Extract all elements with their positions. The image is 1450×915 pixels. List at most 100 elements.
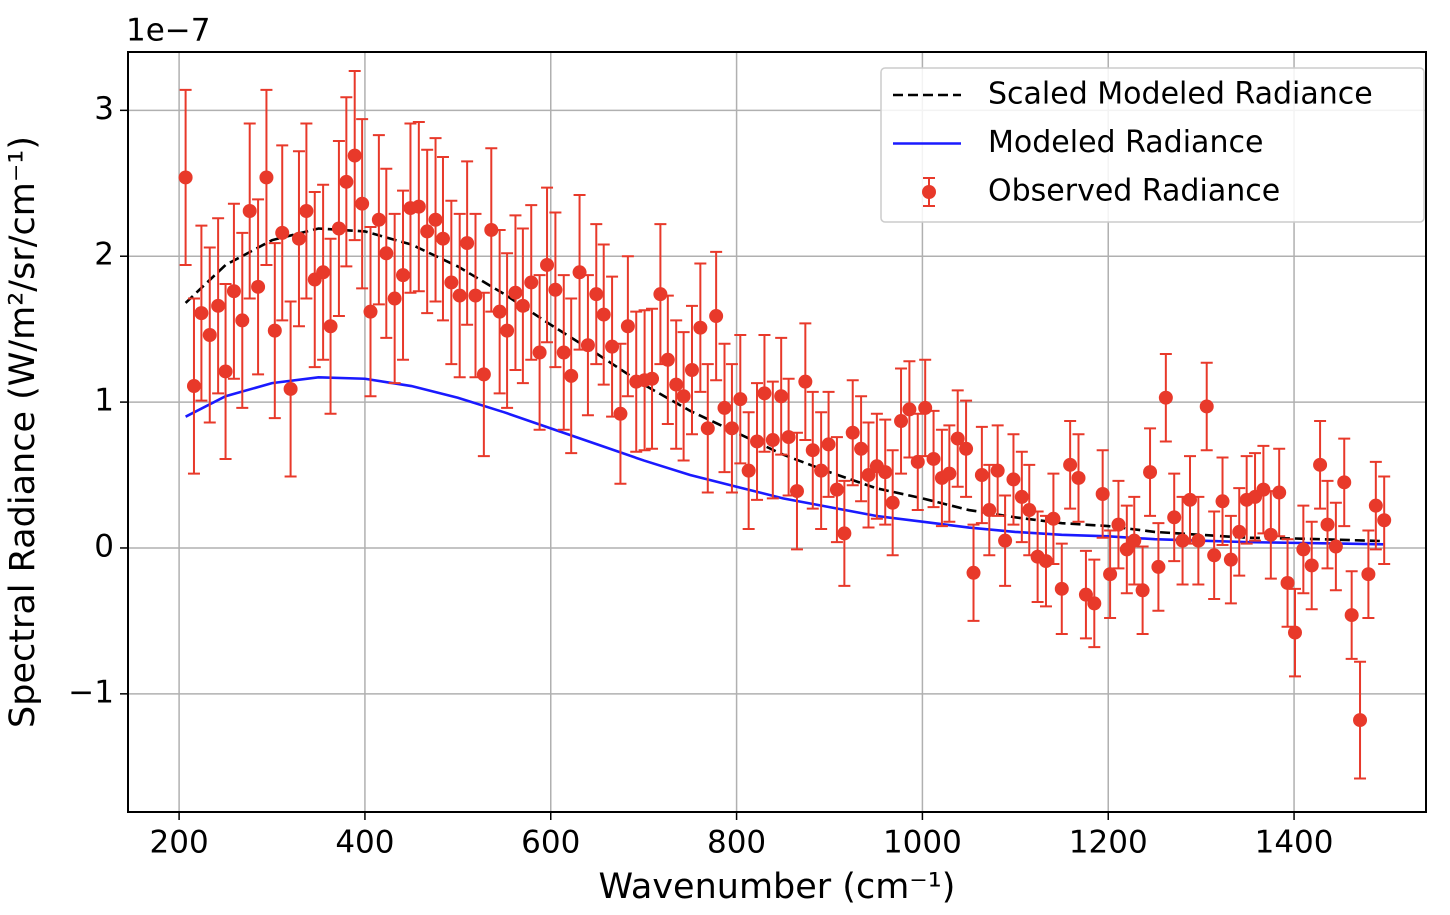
data-point: [693, 320, 708, 335]
data-point: [700, 421, 715, 436]
data-point: [291, 231, 306, 246]
x-axis-label: Wavenumber (cm⁻¹): [599, 867, 956, 907]
data-point: [468, 288, 483, 303]
data-point: [1103, 567, 1118, 582]
data-point: [1256, 482, 1271, 497]
data-point: [1046, 511, 1061, 526]
data-point: [1127, 533, 1142, 548]
data-point: [1368, 498, 1383, 513]
data-point: [918, 400, 933, 415]
y-offset-text: 1e−7: [126, 13, 211, 49]
data-point: [717, 400, 732, 415]
data-point: [259, 170, 274, 185]
data-point: [1063, 457, 1078, 472]
y-tick-label: 2: [94, 237, 114, 273]
data-point: [492, 304, 507, 319]
data-point: [1078, 587, 1093, 602]
x-tick-label: 800: [707, 825, 766, 861]
data-point: [684, 363, 699, 378]
x-tick-label: 1200: [1069, 825, 1148, 861]
data-point: [211, 298, 226, 313]
legend-label: Modeled Radiance: [988, 125, 1263, 160]
data-point: [1320, 517, 1335, 532]
data-point: [275, 225, 290, 240]
data-point: [829, 482, 844, 497]
data-point: [885, 495, 900, 510]
data-point: [435, 231, 450, 246]
data-point: [316, 265, 331, 280]
data-point: [1006, 472, 1021, 487]
data-point: [894, 414, 909, 429]
data-point: [452, 288, 467, 303]
data-point: [548, 282, 563, 297]
data-point: [959, 441, 974, 456]
data-point: [789, 484, 804, 499]
data-point: [540, 257, 555, 272]
data-point: [926, 451, 941, 466]
data-point: [500, 323, 515, 338]
data-point: [1287, 625, 1302, 640]
data-point: [910, 454, 925, 469]
data-point: [1038, 554, 1053, 569]
data-point: [733, 392, 748, 407]
data-point: [411, 199, 426, 214]
data-point: [982, 503, 997, 518]
data-point: [861, 468, 876, 483]
y-tick-label: 0: [94, 528, 114, 564]
data-point: [580, 338, 595, 353]
data-point: [476, 367, 491, 382]
data-point: [878, 465, 893, 480]
data-point: [283, 381, 298, 396]
data-point: [235, 313, 250, 328]
data-point: [484, 222, 499, 237]
data-point: [1158, 390, 1173, 405]
data-point: [1215, 494, 1230, 509]
data-point: [814, 463, 829, 478]
data-point: [1135, 583, 1150, 598]
data-point: [178, 170, 193, 185]
data-point: [613, 406, 628, 421]
data-point: [757, 386, 772, 401]
data-point: [444, 275, 459, 290]
x-tick-label: 600: [521, 825, 580, 861]
data-point: [1054, 581, 1069, 596]
data-point: [645, 371, 660, 386]
legend-box: [880, 67, 1425, 223]
x-tick-label: 400: [335, 825, 394, 861]
data-point: [1014, 489, 1029, 504]
data-point: [299, 204, 314, 219]
data-point: [669, 377, 684, 392]
data-point: [251, 279, 266, 294]
data-point: [1191, 533, 1206, 548]
data-point: [1353, 713, 1368, 728]
legend-marker: [922, 185, 936, 199]
data-point: [347, 148, 362, 163]
data-point: [186, 379, 201, 394]
data-point: [854, 441, 869, 456]
data-point: [371, 212, 386, 227]
data-point: [942, 466, 957, 481]
data-point: [1167, 510, 1182, 525]
data-point: [355, 196, 370, 211]
data-point: [1280, 575, 1295, 590]
data-point: [596, 307, 611, 322]
data-point: [1183, 492, 1197, 507]
data-point: [460, 236, 475, 251]
data-point: [524, 275, 539, 290]
data-point: [709, 309, 724, 324]
data-point: [781, 430, 796, 445]
data-point: [750, 434, 765, 449]
data-point: [363, 304, 378, 319]
data-point: [605, 339, 620, 354]
y-tick-label: 1: [94, 383, 114, 419]
data-point: [966, 565, 981, 580]
data-point: [1143, 465, 1158, 480]
data-point: [331, 221, 346, 236]
data-point: [1095, 486, 1110, 501]
data-point: [1344, 608, 1359, 623]
y-tick-label: −1: [68, 674, 114, 710]
data-point: [805, 443, 820, 458]
data-point: [798, 374, 813, 389]
data-point: [428, 212, 443, 227]
